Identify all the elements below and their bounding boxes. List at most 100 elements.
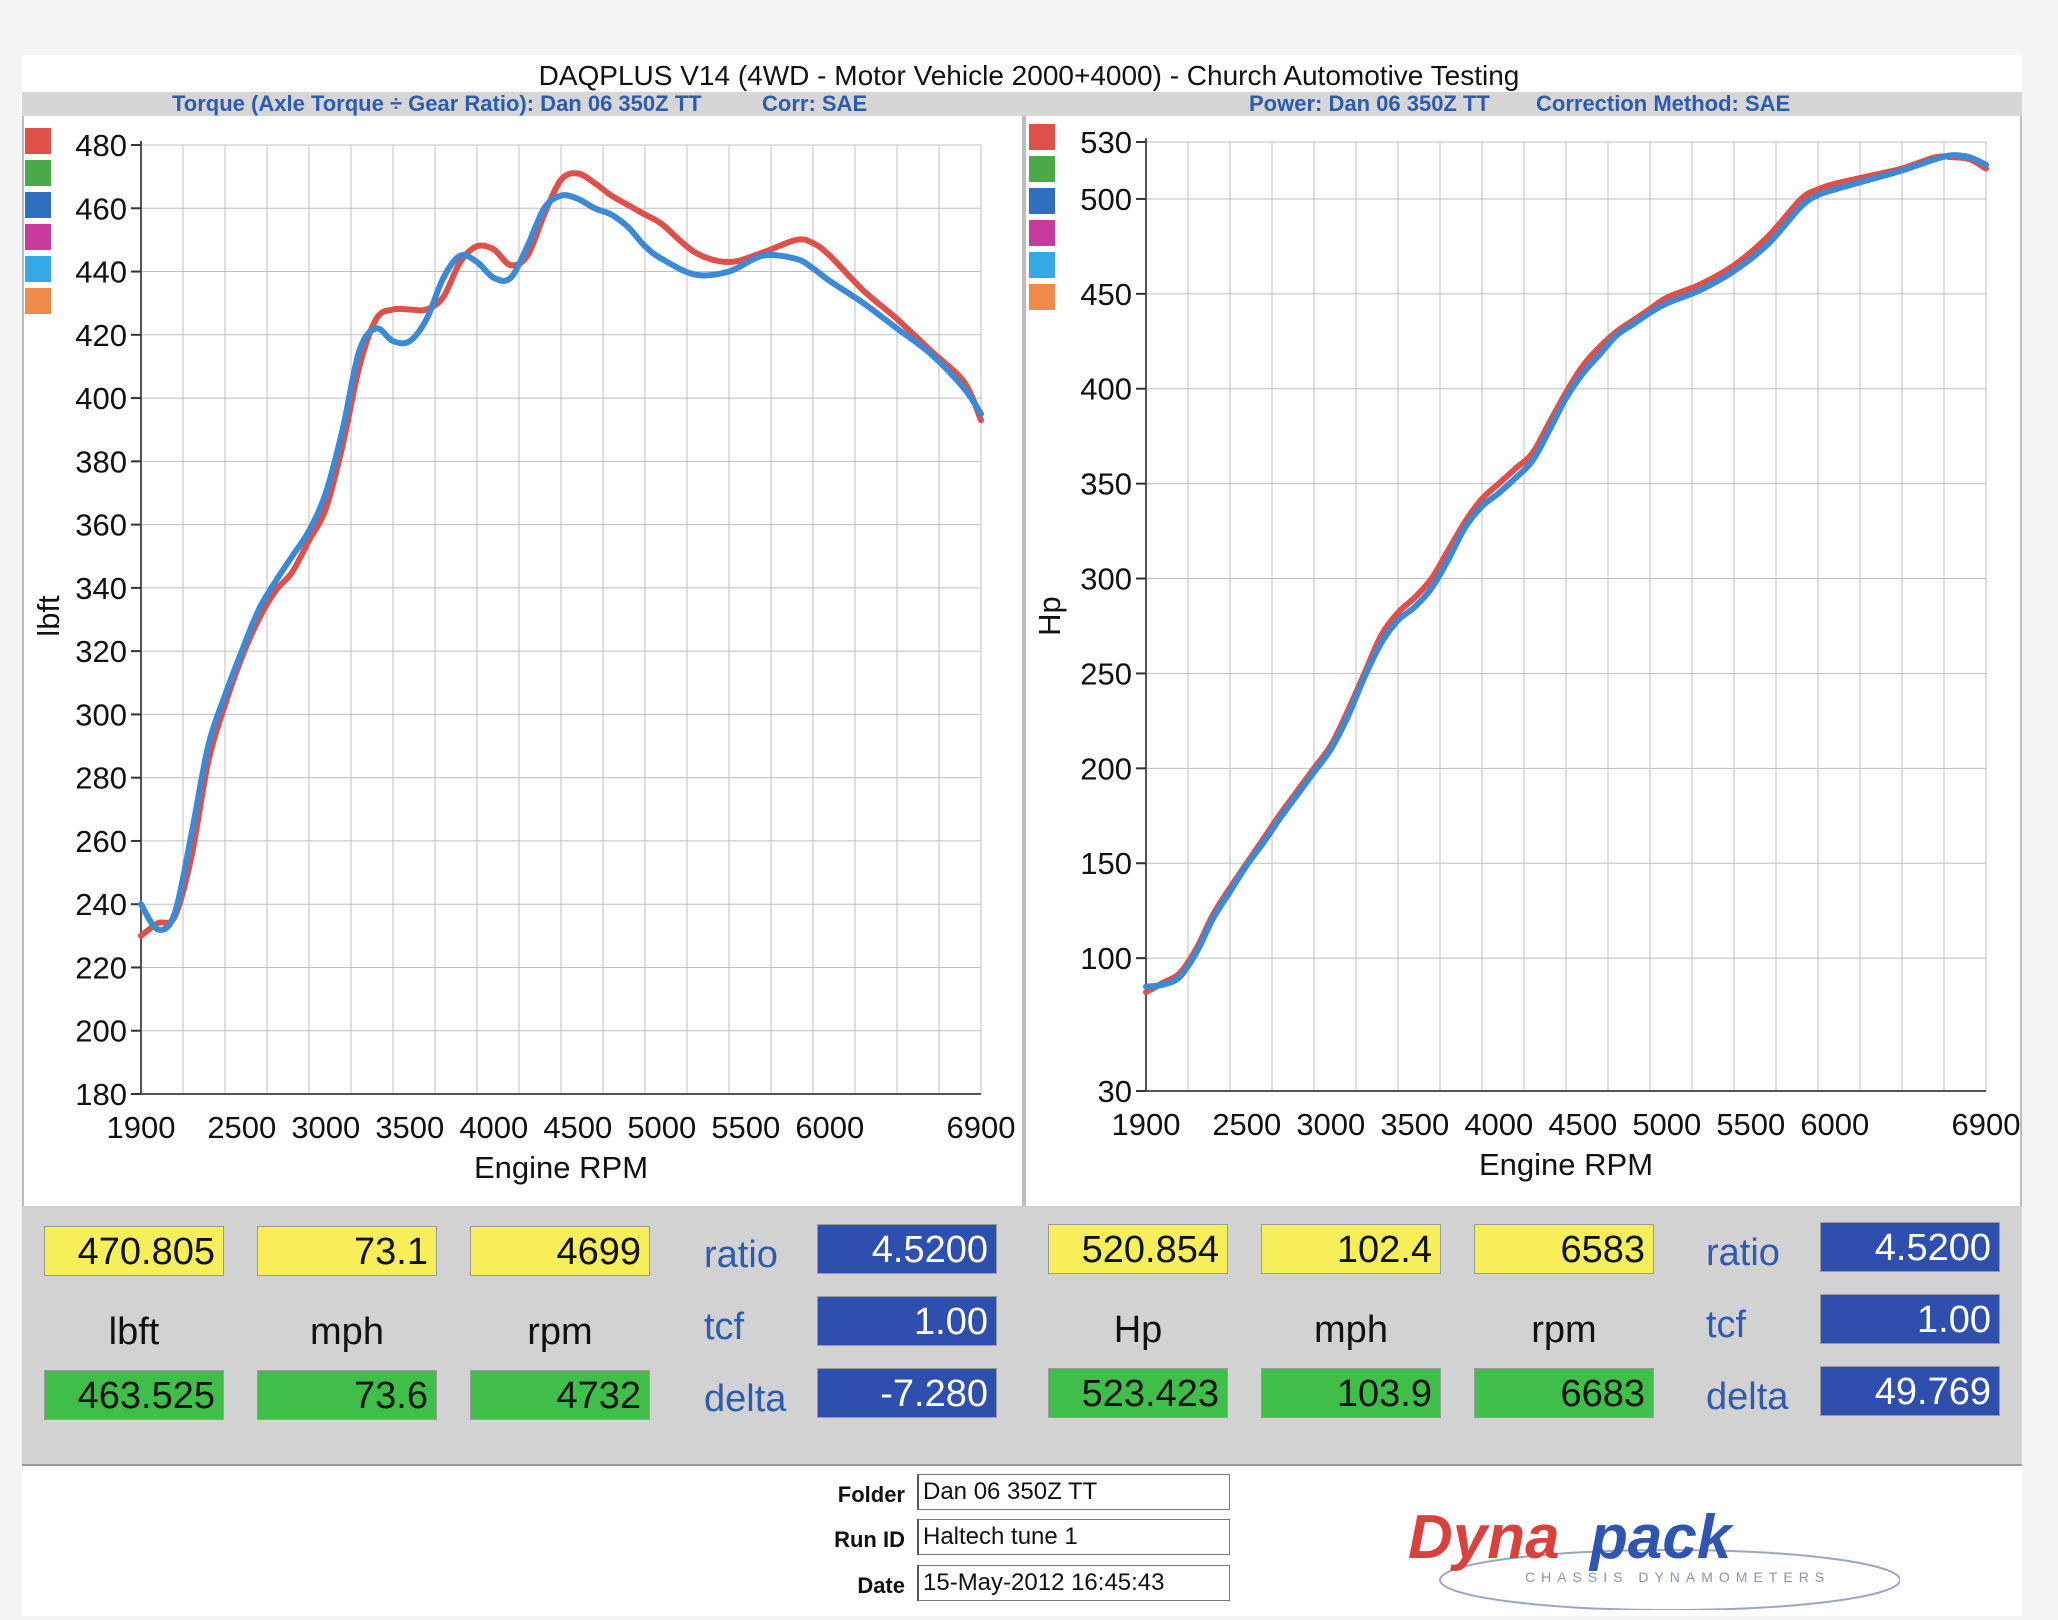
torque-correction: Corr: SAE xyxy=(762,91,868,116)
ratio-value-right: 4.5200 xyxy=(1820,1222,2000,1272)
x-axis-title: Engine RPM xyxy=(1479,1147,1653,1182)
logo-tagline: CHASSIS DYNAMOMETERS xyxy=(1525,1569,1830,1585)
x-tick-label: 3000 xyxy=(1296,1107,1365,1142)
tcf-value-right: 1.00 xyxy=(1820,1294,2000,1344)
max-torque-mph: 73.1 xyxy=(257,1226,437,1276)
date-label: Date xyxy=(857,1573,905,1598)
y-tick-label: 240 xyxy=(75,887,127,922)
x-tick-label: 4500 xyxy=(543,1110,612,1145)
y-tick-label: 200 xyxy=(1080,751,1132,786)
x-tick-label: 2500 xyxy=(1212,1107,1281,1142)
x-tick-label: 5000 xyxy=(627,1110,696,1145)
delta-label-right: delta xyxy=(1706,1376,1789,1418)
right-swatch-1[interactable] xyxy=(1029,124,1055,150)
run-id-label: Run ID xyxy=(834,1527,905,1552)
unit-rpm-right: rpm xyxy=(1531,1309,1597,1351)
left-swatch-5[interactable] xyxy=(25,256,51,282)
y-tick-label: 300 xyxy=(75,697,127,732)
stats-panel-right: 520.854 102.4 6583 Hp mph rpm 523.423 10… xyxy=(1024,1206,2022,1464)
right-swatch-4[interactable] xyxy=(1029,220,1055,246)
run2-torque-rpm: 4732 xyxy=(470,1370,650,1420)
x-tick-label: 4000 xyxy=(459,1110,528,1145)
right-swatch-6[interactable] xyxy=(1029,284,1055,310)
x-tick-label: 1900 xyxy=(107,1110,176,1145)
x-tick-label: 4000 xyxy=(1464,1107,1533,1142)
power-series-blue xyxy=(1143,152,1989,990)
logo-swoosh xyxy=(1439,1549,1900,1610)
x-tick-label: 3500 xyxy=(375,1110,444,1145)
y-tick-label: 400 xyxy=(1080,372,1132,407)
unit-mph-right: mph xyxy=(1314,1309,1388,1351)
max-torque-rpm: 4699 xyxy=(470,1226,650,1276)
y-tick-label: 350 xyxy=(1080,467,1132,502)
torque-chart-panel: 180 200 220 240 260 280 300 320 340 360 380 400 420 4… xyxy=(22,116,1024,1206)
dynapack-logo: Dyna pack CHASSIS DYNAMOMETERS xyxy=(1408,1503,1900,1610)
ratio-label: ratio xyxy=(704,1234,778,1276)
y-tick-label: 360 xyxy=(75,508,127,543)
y-tick-label: 460 xyxy=(75,191,127,226)
ratio-label-right: ratio xyxy=(1706,1232,1780,1274)
delta-label: delta xyxy=(704,1378,787,1420)
max-torque-value: 470.805 xyxy=(44,1226,224,1276)
unit-lbft: lbft xyxy=(108,1311,160,1353)
y-tick-label: 260 xyxy=(75,824,127,859)
logo-brand-b: pack xyxy=(1588,1503,1735,1572)
stats-panel-left: 470.805 73.1 4699 lbft mph rpm 463.525 7… xyxy=(22,1206,1024,1464)
tcf-label: tcf xyxy=(704,1306,745,1348)
x-axis-title: Engine RPM xyxy=(474,1150,648,1185)
power-chart-panel: 30 100 150 200 250 300 350 400 450 500 530 1900 2500… xyxy=(1024,116,2022,1206)
delta-value: -7.280 xyxy=(817,1368,997,1418)
left-subtitle-band: Torque (Axle Torque ÷ Gear Ratio): Dan 0… xyxy=(22,92,1024,116)
y-tick-label: 250 xyxy=(1080,656,1132,691)
y-tick-label: 530 xyxy=(1080,125,1132,160)
run2-torque-mph: 73.6 xyxy=(257,1370,437,1420)
left-swatch-3[interactable] xyxy=(25,192,51,218)
torque-subtitle: Torque (Axle Torque ÷ Gear Ratio): Dan 0… xyxy=(172,91,702,116)
folder-label: Folder xyxy=(837,1482,905,1507)
x-tick-label: 3000 xyxy=(291,1110,360,1145)
left-swatch-6[interactable] xyxy=(25,288,51,314)
ratio-value: 4.5200 xyxy=(817,1224,997,1274)
y-tick-label: 340 xyxy=(75,571,127,606)
left-swatch-2[interactable] xyxy=(25,160,51,186)
torque-series-red xyxy=(138,170,984,939)
y-axis-title: lbft xyxy=(31,595,66,637)
logo-brand-a: Dyna xyxy=(1408,1503,1560,1572)
right-swatch-5[interactable] xyxy=(1029,252,1055,278)
y-tick-label: 180 xyxy=(75,1077,127,1112)
left-swatch-4[interactable] xyxy=(25,224,51,250)
x-tick-label: 6900 xyxy=(947,1110,1016,1145)
right-swatch-3[interactable] xyxy=(1029,188,1055,214)
x-tick-label: 1900 xyxy=(1112,1107,1181,1142)
max-power-value: 520.854 xyxy=(1048,1224,1228,1274)
folder-value: Dan 06 350Z TT xyxy=(917,1474,1230,1510)
y-tick-label: 200 xyxy=(75,1014,127,1049)
y-tick-label: 300 xyxy=(1080,562,1132,597)
y-tick-label: 100 xyxy=(1080,941,1132,976)
right-swatch-2[interactable] xyxy=(1029,156,1055,182)
x-tick-label: 5500 xyxy=(1716,1107,1785,1142)
x-tick-label: 5000 xyxy=(1632,1107,1701,1142)
page-title: DAQPLUS V14 (4WD - Motor Vehicle 2000+40… xyxy=(538,60,1520,91)
x-tick-label: 2500 xyxy=(207,1110,276,1145)
power-subtitle: Power: Dan 06 350Z TT xyxy=(1249,91,1490,116)
unit-mph: mph xyxy=(310,1311,384,1353)
x-tick-label: 5500 xyxy=(711,1110,780,1145)
run2-power-rpm: 6683 xyxy=(1474,1368,1654,1418)
y-tick-label: 150 xyxy=(1080,846,1132,881)
y-tick-label: 480 xyxy=(75,128,127,163)
power-chart: 30 100 150 200 250 300 350 400 450 500 530 1900 2500… xyxy=(1032,125,2020,1182)
y-tick-label: 280 xyxy=(75,761,127,796)
run2-torque-value: 463.525 xyxy=(44,1370,224,1420)
y-tick-label: 420 xyxy=(75,318,127,353)
left-swatch-1[interactable] xyxy=(25,128,51,154)
run2-power-mph: 103.9 xyxy=(1261,1368,1441,1418)
x-tick-label: 3500 xyxy=(1380,1107,1449,1142)
x-tick-label: 6000 xyxy=(795,1110,864,1145)
torque-series-blue xyxy=(138,192,984,933)
run-id-value: Haltech tune 1 xyxy=(917,1519,1230,1555)
max-power-mph: 102.4 xyxy=(1261,1224,1441,1274)
date-value: 15-May-2012 16:45:43 xyxy=(917,1565,1230,1601)
unit-rpm: rpm xyxy=(527,1311,593,1353)
y-tick-label: 380 xyxy=(75,444,127,479)
